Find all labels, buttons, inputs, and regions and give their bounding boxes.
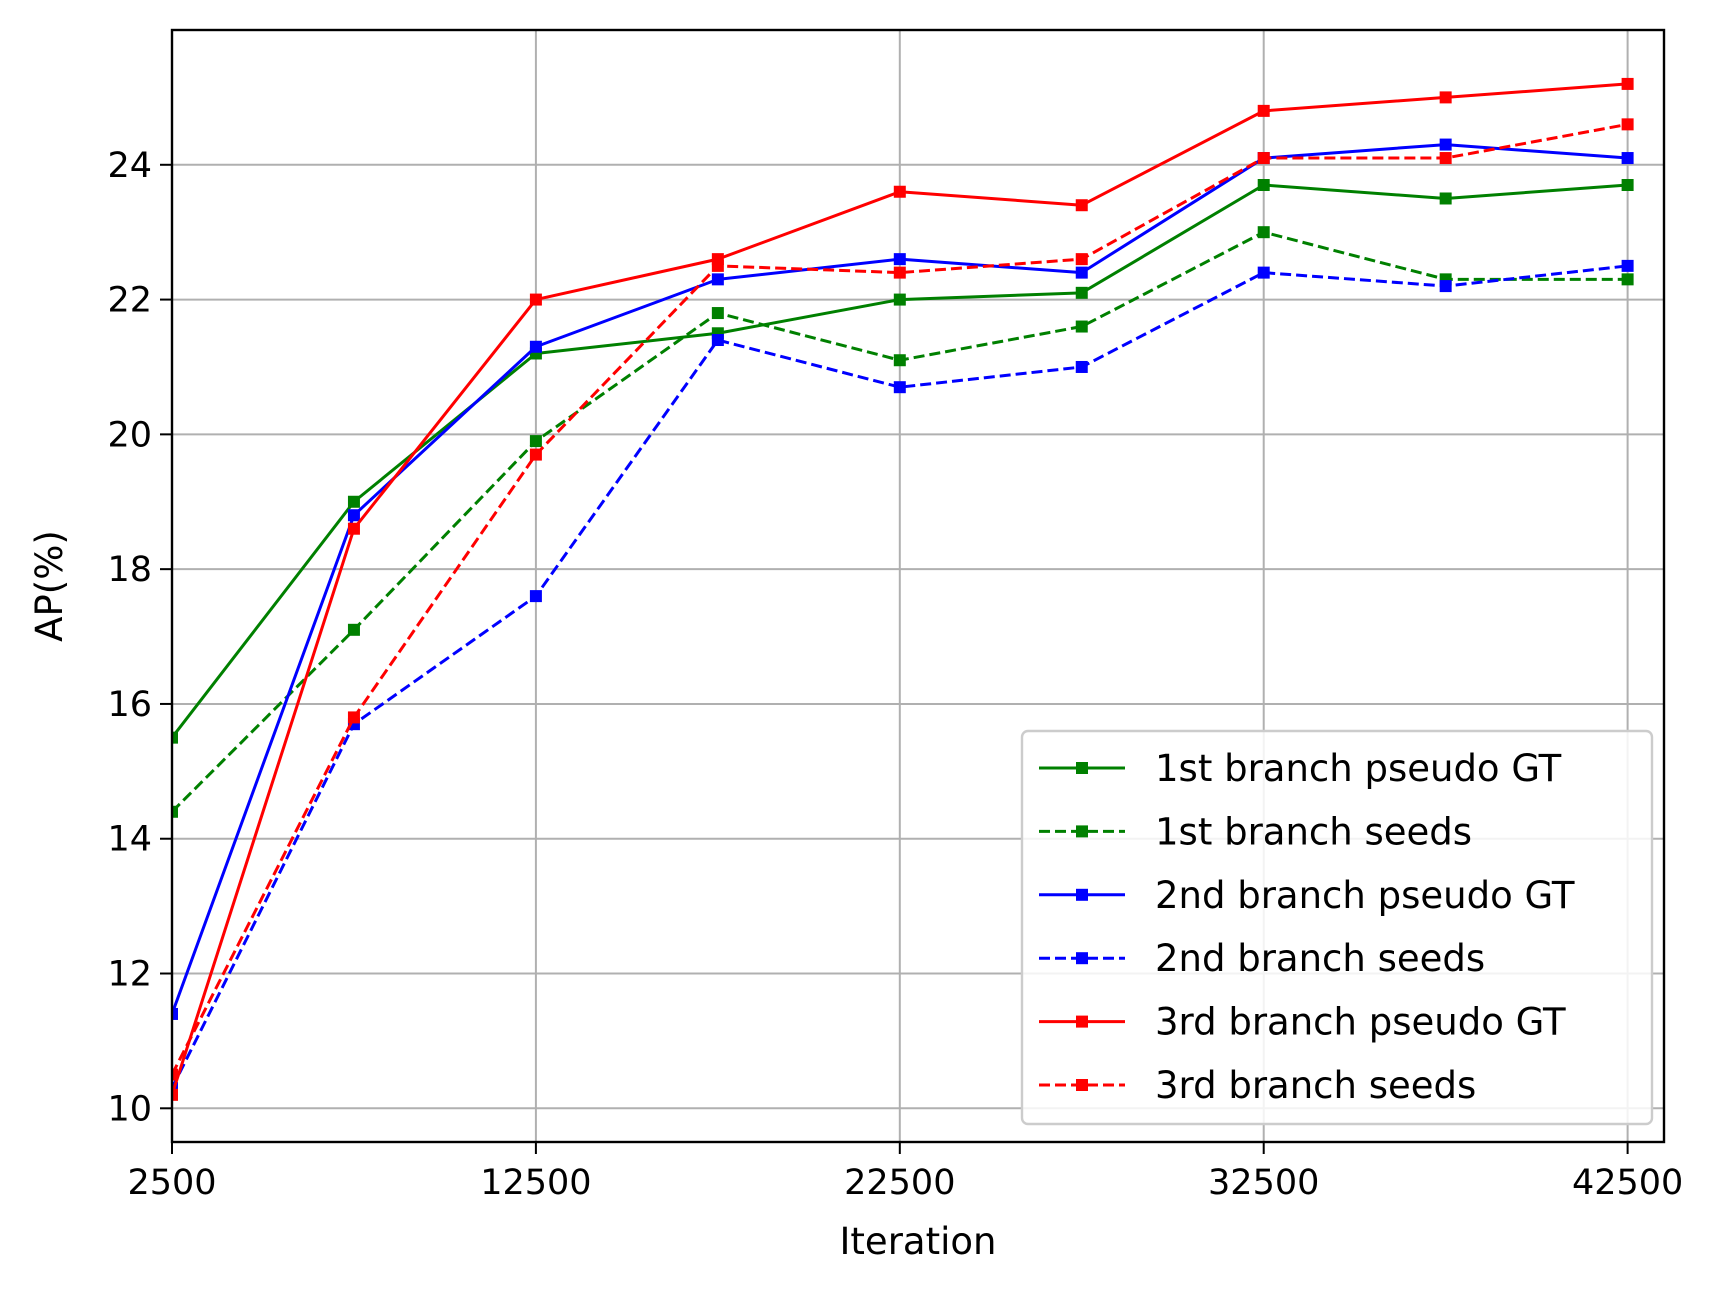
data-point bbox=[1439, 192, 1452, 205]
data-point bbox=[1075, 266, 1088, 279]
y-tick-label: 20 bbox=[107, 415, 152, 455]
series-6 bbox=[172, 118, 1634, 1081]
legend-label: 2nd branch seeds bbox=[1155, 937, 1485, 980]
data-point bbox=[172, 731, 178, 744]
data-point bbox=[1439, 138, 1452, 151]
grid-lines bbox=[171, 30, 1664, 1142]
data-point bbox=[1621, 118, 1634, 131]
data-point bbox=[893, 185, 906, 198]
legend-label: 1st branch seeds bbox=[1155, 810, 1472, 853]
data-point bbox=[1257, 152, 1270, 165]
x-tick-label: 22500 bbox=[844, 1163, 955, 1203]
data-point bbox=[529, 590, 542, 603]
data-point bbox=[172, 805, 178, 818]
data-point bbox=[711, 273, 724, 286]
data-point bbox=[347, 495, 360, 508]
data-point bbox=[347, 522, 360, 535]
data-point bbox=[893, 266, 906, 279]
legend-marker bbox=[1076, 952, 1088, 965]
legend-box bbox=[1020, 729, 1654, 1126]
legend-item: 1st branch seeds bbox=[1039, 810, 1472, 853]
y-axis-label: AP(%) bbox=[28, 530, 71, 642]
series-3 bbox=[172, 138, 1634, 1020]
data-point bbox=[711, 307, 724, 320]
data-point bbox=[529, 293, 542, 306]
data-point bbox=[711, 259, 724, 272]
data-point bbox=[529, 340, 542, 353]
legend-label: 1st branch pseudo GT bbox=[1155, 747, 1562, 790]
data-point bbox=[529, 448, 542, 461]
data-point bbox=[1075, 253, 1088, 266]
legend-label: 3rd branch pseudo GT bbox=[1155, 1001, 1566, 1044]
data-point bbox=[893, 381, 906, 394]
data-point bbox=[1439, 280, 1452, 293]
data-point bbox=[172, 1088, 178, 1101]
data-point bbox=[711, 334, 724, 347]
y-tick-label: 14 bbox=[107, 820, 152, 860]
x-tick-label: 12500 bbox=[480, 1163, 591, 1203]
legend-item: 3rd branch seeds bbox=[1039, 1064, 1476, 1107]
y-tick-label: 22 bbox=[107, 281, 152, 321]
legend-marker bbox=[1076, 1015, 1088, 1028]
legend-label: 2nd branch pseudo GT bbox=[1155, 874, 1575, 917]
data-point bbox=[1621, 273, 1634, 286]
data-point bbox=[172, 1068, 178, 1081]
legend-marker bbox=[1076, 825, 1088, 838]
data-point bbox=[1621, 77, 1634, 90]
data-point bbox=[172, 1007, 178, 1020]
data-point bbox=[347, 623, 360, 636]
legend-item: 3rd branch pseudo GT bbox=[1039, 1001, 1566, 1044]
legend-item: 2nd branch pseudo GT bbox=[1039, 874, 1575, 917]
data-point bbox=[1439, 152, 1452, 165]
data-point bbox=[1621, 179, 1634, 192]
data-point bbox=[1075, 199, 1088, 212]
legend-item: 2nd branch seeds bbox=[1039, 937, 1485, 980]
series-5 bbox=[172, 77, 1634, 1101]
y-tick-label: 24 bbox=[107, 146, 152, 186]
data-point bbox=[1621, 259, 1634, 272]
data-point bbox=[1439, 91, 1452, 104]
legend-label: 3rd branch seeds bbox=[1155, 1064, 1476, 1107]
data-point bbox=[893, 293, 906, 306]
data-point bbox=[1257, 104, 1270, 117]
data-point bbox=[529, 435, 542, 448]
data-point bbox=[1257, 266, 1270, 279]
data-point bbox=[893, 253, 906, 266]
series-2 bbox=[172, 226, 1634, 818]
data-point bbox=[1621, 152, 1634, 165]
x-tick-label: 42500 bbox=[1572, 1163, 1683, 1203]
legend-item: 1st branch pseudo GT bbox=[1039, 747, 1562, 790]
data-point bbox=[1075, 286, 1088, 299]
legend-marker bbox=[1076, 888, 1088, 901]
y-tick-label: 18 bbox=[107, 550, 152, 590]
data-point bbox=[1075, 360, 1088, 373]
data-point bbox=[1257, 226, 1270, 239]
data-point bbox=[893, 354, 906, 367]
axis-ticks: 2500 12500 22500 32500 42500 10 12 14 16 18 20 22 24 bbox=[107, 146, 1683, 1203]
y-tick-label: 10 bbox=[107, 1089, 152, 1129]
data-point bbox=[1257, 179, 1270, 192]
series-line bbox=[172, 264, 1628, 1089]
y-tick-label: 16 bbox=[107, 685, 152, 725]
legend-marker bbox=[1076, 762, 1088, 774]
y-tick-label: 12 bbox=[107, 955, 152, 995]
x-axis-label: Iteration bbox=[840, 1220, 997, 1263]
data-point bbox=[1075, 320, 1088, 333]
series-layer bbox=[172, 77, 1634, 1101]
legend: 1st branch pseudo GT 1st branch seeds 2nd … bbox=[1020, 729, 1654, 1126]
x-tick-label: 32500 bbox=[1208, 1163, 1319, 1203]
plot-frame bbox=[170, 28, 1666, 1144]
data-point bbox=[347, 711, 360, 724]
data-point bbox=[347, 509, 360, 522]
x-tick-label: 2500 bbox=[127, 1163, 216, 1203]
legend-marker bbox=[1076, 1079, 1088, 1091]
